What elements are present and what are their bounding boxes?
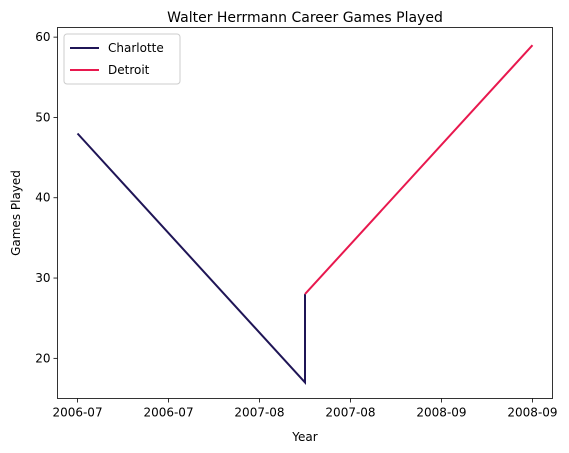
series-line-detroit bbox=[304, 44, 534, 295]
legend-label-detroit: Detroit bbox=[108, 63, 150, 77]
chart-title: Walter Herrmann Career Games Played bbox=[167, 10, 443, 26]
x-tick-label: 2007-08 bbox=[325, 406, 375, 420]
y-tick-label: 30 bbox=[35, 271, 50, 285]
x-tick-label: 2006-07 bbox=[52, 406, 102, 420]
y-axis-ticks: 20 30 40 50 60 bbox=[35, 30, 58, 365]
y-tick-label: 60 bbox=[35, 30, 50, 44]
plot-frame bbox=[57, 27, 553, 399]
legend: Charlotte Detroit bbox=[63, 33, 181, 85]
x-tick-label: 2008-09 bbox=[416, 406, 466, 420]
series-line-charlotte bbox=[76, 132, 306, 386]
legend-label-charlotte: Charlotte bbox=[108, 41, 164, 55]
x-axis-ticks: 2006-07 2006-07 2007-08 2007-08 2008-09 2008-… bbox=[52, 398, 558, 420]
y-axis-label: Games Played bbox=[9, 170, 23, 256]
plot-lines bbox=[76, 44, 534, 386]
x-tick-label: 2008-09 bbox=[507, 406, 557, 420]
legend-box bbox=[63, 33, 181, 85]
x-axis-label: Year bbox=[291, 430, 317, 444]
y-tick-label: 50 bbox=[35, 110, 50, 124]
x-tick-label: 2007-08 bbox=[234, 406, 284, 420]
y-tick-label: 40 bbox=[35, 191, 50, 205]
x-tick-label: 2006-07 bbox=[143, 406, 193, 420]
y-tick-label: 20 bbox=[35, 351, 50, 365]
